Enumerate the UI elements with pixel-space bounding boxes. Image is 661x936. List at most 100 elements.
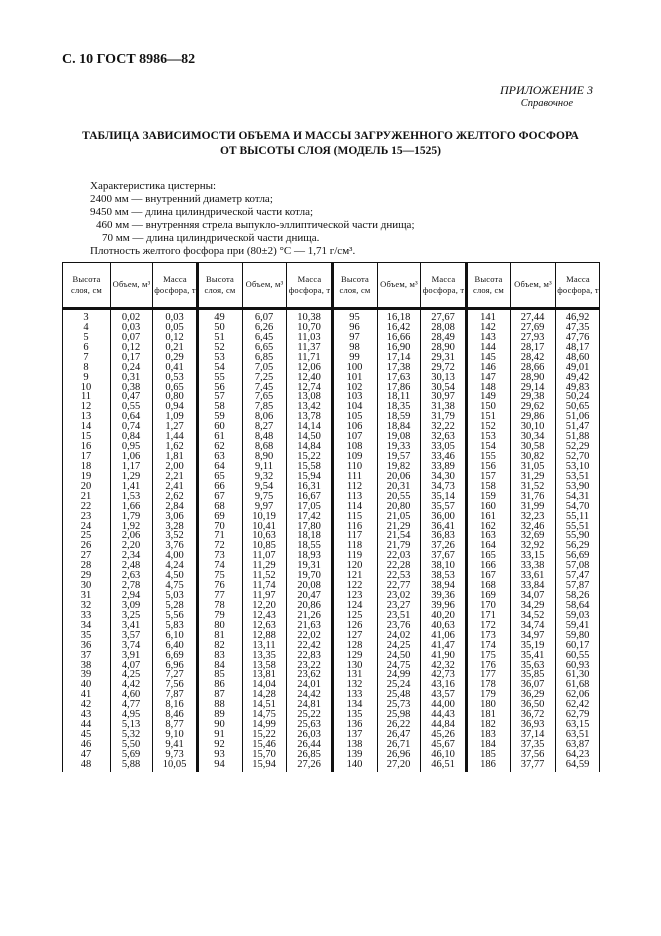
table-title-line-1: ТАБЛИЦА ЗАВИСИМОСТИ ОБЪЕМА И МАССЫ ЗАГРУ…	[82, 130, 579, 142]
cell-volume: 24,02	[386, 629, 411, 641]
column-divider	[110, 262, 111, 772]
cell-mass: 25,22	[297, 709, 321, 721]
cell-volume: 34,74	[520, 619, 545, 631]
cell-height: 56	[214, 381, 225, 393]
cell-volume: 32,92	[520, 540, 545, 552]
cell-mass: 63,15	[565, 719, 590, 731]
cell-mass: 0,41	[165, 361, 184, 373]
cell-mass: 26,44	[297, 738, 321, 750]
cell-volume: 12,88	[252, 629, 276, 641]
cell-mass: 14,50	[297, 431, 321, 443]
cell-volume: 22,28	[386, 560, 411, 572]
cell-volume: 8,27	[254, 421, 274, 433]
cell-mass: 47,76	[565, 331, 590, 343]
cell-height: 143	[480, 331, 496, 343]
cell-height: 72	[214, 540, 225, 552]
cell-height: 51	[214, 331, 225, 343]
cell-height: 83	[214, 649, 225, 661]
cell-mass: 4,75	[165, 580, 184, 592]
cell-height: 104	[346, 401, 363, 413]
tank-spec-heading: Характеристика цистерны:	[90, 180, 217, 192]
cell-mass: 53,10	[565, 460, 590, 472]
cell-height: 163	[480, 530, 496, 542]
cell-mass: 33,89	[431, 460, 455, 472]
cell-height: 22	[80, 500, 92, 512]
appendix-subtitle: Справочное	[520, 98, 573, 109]
column-divider	[377, 262, 378, 772]
cell-height: 97	[349, 331, 360, 343]
cell-mass: 33,46	[431, 451, 455, 463]
cell-height: 34	[80, 619, 92, 631]
cell-mass: 22,83	[297, 649, 321, 661]
cell-height: 161	[480, 510, 496, 522]
cell-volume: 15,22	[252, 729, 276, 741]
cell-mass: 10,70	[297, 321, 321, 333]
cell-height: 186	[480, 758, 496, 770]
cell-height: 160	[480, 500, 496, 512]
cell-mass: 30,97	[431, 391, 455, 403]
cell-mass: 20,47	[297, 590, 321, 602]
cell-height: 165	[480, 550, 496, 562]
cell-volume: 37,77	[520, 758, 545, 770]
cell-height: 164	[480, 540, 496, 552]
cell-mass: 12,74	[297, 381, 321, 393]
cell-volume: 3,41	[121, 619, 141, 631]
header-divider	[62, 307, 600, 310]
cell-height: 136	[346, 719, 363, 731]
cell-mass: 4,24	[165, 560, 184, 572]
cell-volume: 1,79	[121, 510, 141, 522]
cell-volume: 27,69	[520, 321, 545, 333]
cell-mass: 32,63	[431, 431, 455, 443]
cell-volume: 20,31	[386, 480, 411, 492]
cell-volume: 14,28	[252, 689, 276, 701]
cell-height: 42	[80, 699, 92, 711]
cell-volume: 4,60	[121, 689, 141, 701]
cell-mass: 36,83	[431, 530, 455, 542]
cell-height: 169	[480, 590, 496, 602]
cell-mass: 39,36	[431, 590, 455, 602]
cell-volume: 5,88	[121, 758, 141, 770]
cell-height: 57	[214, 391, 225, 403]
cell-height: 66	[214, 480, 225, 492]
cell-mass: 1,27	[165, 421, 184, 433]
cell-mass: 24,42	[297, 689, 321, 701]
cell-volume: 0,84	[121, 431, 141, 443]
header-volume: Объем, м³	[112, 279, 151, 289]
cell-height: 44	[80, 719, 92, 731]
cell-volume: 2,06	[121, 530, 141, 542]
cell-volume: 26,96	[386, 748, 411, 760]
cell-mass: 60,17	[565, 639, 590, 651]
cell-mass: 40,20	[431, 609, 455, 621]
cell-height: 159	[480, 490, 496, 502]
cell-mass: 48,60	[565, 351, 590, 363]
cell-height: 122	[346, 580, 363, 592]
cell-height: 145	[480, 351, 496, 363]
cell-mass: 54,70	[565, 500, 590, 512]
cell-height: 70	[214, 520, 225, 532]
cell-height: 65	[214, 470, 225, 482]
cell-height: 91	[214, 729, 225, 741]
cell-mass: 22,42	[297, 639, 321, 651]
cell-volume: 10,63	[252, 530, 276, 542]
cell-height: 110	[346, 460, 363, 472]
cell-volume: 15,46	[252, 738, 276, 750]
cell-volume: 18,84	[386, 421, 411, 433]
cell-height: 129	[346, 649, 363, 661]
cell-height: 102	[346, 381, 363, 393]
cell-height: 50	[214, 321, 225, 333]
cell-mass: 45,26	[431, 729, 455, 741]
cell-volume: 14,04	[252, 679, 276, 691]
data-table: Высота слоя, см Объем, м³ Масса фосфора, т…	[62, 262, 600, 772]
cell-volume: 9,54	[254, 480, 274, 492]
cell-volume: 31,52	[520, 480, 545, 492]
cell-height: 139	[346, 748, 363, 760]
cell-volume: 12,43	[252, 609, 276, 621]
column-divider	[465, 262, 468, 772]
cell-volume: 21,79	[386, 540, 411, 552]
cell-height: 86	[214, 679, 225, 691]
cell-mass: 9,73	[165, 748, 184, 760]
header-mass: Масса фосфора, т	[422, 273, 465, 295]
cell-height: 33	[80, 609, 92, 621]
cell-mass: 55,11	[565, 510, 590, 522]
cell-volume: 25,73	[386, 699, 411, 711]
